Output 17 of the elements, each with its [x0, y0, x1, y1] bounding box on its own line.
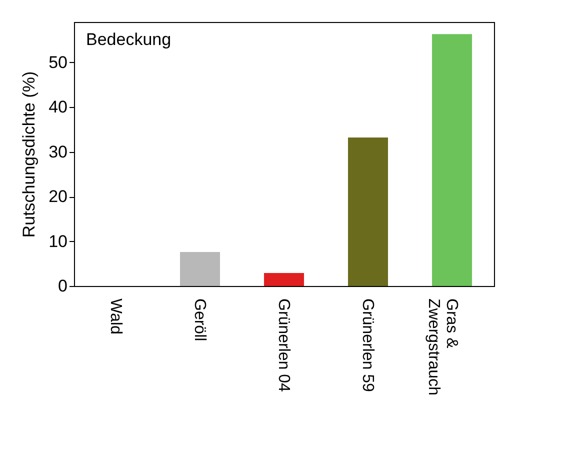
x-tick-label: Geröll	[191, 298, 208, 342]
x-tick-label: Gras & Zwergstrauch	[425, 298, 460, 396]
bar	[180, 252, 220, 286]
x-tick-label: Grünerlen 59	[359, 298, 376, 392]
y-tick-label: 20	[48, 187, 68, 206]
x-tick-label: Grünerlen 04	[275, 298, 292, 392]
y-tick-label: 0	[58, 276, 68, 296]
bar	[348, 137, 388, 286]
bar	[264, 273, 304, 286]
annotation: Bedeckung	[86, 30, 172, 49]
y-tick-label: 40	[48, 98, 68, 117]
x-tick-label: Wald	[107, 298, 124, 334]
y-tick-label: 50	[48, 52, 68, 72]
bar	[432, 34, 472, 286]
y-tick-label: 30	[48, 142, 68, 162]
y-tick-label: 10	[48, 232, 68, 251]
y-axis-title: Rutschungsdichte (%)	[20, 71, 39, 238]
